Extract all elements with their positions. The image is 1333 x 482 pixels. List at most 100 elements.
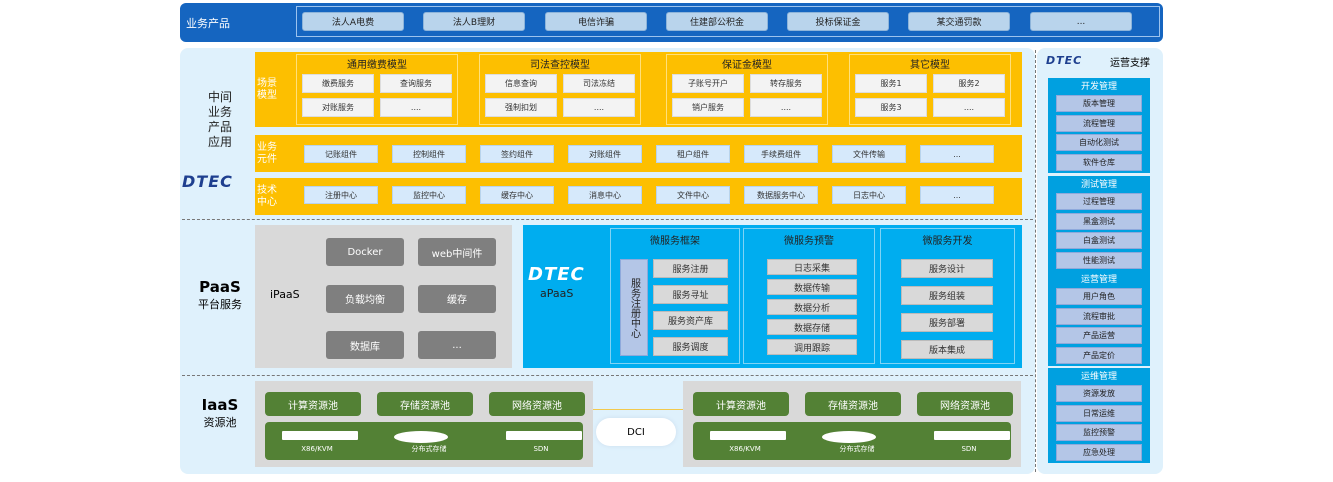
iaas-label: IaaS 资源池 (195, 396, 245, 430)
scene-model-label: 场景模型 (257, 78, 277, 101)
framework-item: 服务注册 (653, 259, 728, 278)
dev-item: 服务设计 (901, 259, 993, 278)
dtec-logo: DTEC (1046, 54, 1083, 67)
ops-item: 日常运维 (1056, 404, 1142, 422)
ipaas-item: web中间件 (418, 238, 496, 266)
components-item: 记账组件 (304, 145, 378, 163)
scene-item: 信息查询 (485, 74, 557, 93)
iaas-title: IaaS (201, 396, 239, 414)
scene-item: .... (933, 98, 1005, 117)
scene-item: 服务2 (933, 74, 1005, 93)
ops-item: 用户角色 (1056, 288, 1142, 305)
product-item: 电信诈骗 (545, 12, 647, 31)
framework-item: 服务调度 (653, 337, 728, 356)
ops-item: 流程审批 (1056, 307, 1142, 325)
apaas-column-title: 微服务框架 (650, 235, 700, 247)
ops-section: 开发管理 版本管理 流程管理 自动化测试 软件仓库 (1048, 78, 1150, 173)
scene-item: 子账号开户 (672, 74, 744, 93)
tech-item: 缓存中心 (480, 186, 554, 204)
alert-item: 调用跟踪 (767, 339, 857, 355)
alert-item: 日志采集 (767, 259, 857, 275)
ops-item: 黑盒测试 (1056, 212, 1142, 230)
scene-item: .... (563, 98, 635, 117)
ops-item: 产品运营 (1056, 327, 1142, 344)
ipaas-label: iPaaS (270, 288, 300, 301)
middle-label-line: 产品 (207, 120, 232, 134)
scene-group-title: 其它模型 (910, 59, 950, 71)
hardware-label: 分布式存储 (411, 445, 447, 453)
product-item: 住建部公积金 (666, 12, 768, 31)
resource-pool: 存储资源池 (377, 392, 473, 416)
ops-item: 白盒测试 (1056, 232, 1142, 249)
ipaas-item: 数据库 (326, 331, 404, 359)
scene-item: 服务1 (855, 74, 927, 93)
dev-item: 服务组装 (901, 286, 993, 305)
ipaas-item: Docker (326, 238, 404, 266)
server-icon (710, 431, 786, 440)
hardware-label: SDN (961, 445, 977, 453)
alert-item: 数据传输 (767, 279, 857, 295)
storage-icon (394, 431, 448, 443)
middle-label-line: 应用 (207, 135, 232, 149)
components-label: 业务元件 (257, 142, 277, 165)
components-item: 租户组件 (656, 145, 730, 163)
ipaas-item: 负载均衡 (326, 284, 404, 313)
business-products-label: 业务产品 (186, 17, 230, 30)
scene-item: 强制扣划 (485, 98, 557, 117)
iaas-subtitle: 资源池 (203, 416, 237, 429)
ops-section-title: 测试管理 (1080, 180, 1117, 190)
ops-section-title: 运营管理 (1080, 275, 1117, 285)
scene-item: 司法冻结 (563, 74, 635, 93)
ops-section: 运维管理 资源发放 日常运维 监控预警 应急处理 (1048, 368, 1150, 463)
ops-item: 自动化测试 (1056, 134, 1142, 151)
scene-item: 缴费服务 (302, 74, 374, 93)
ops-item: 产品定价 (1056, 346, 1142, 364)
scene-item: 对账服务 (302, 98, 374, 117)
switch-icon (934, 431, 1010, 440)
service-registry-center: 服务注册中心 (620, 259, 648, 356)
product-item: 投标保证金 (787, 12, 889, 31)
scene-group-title: 通用缴费模型 (347, 59, 407, 71)
tech-item: 日志中心 (832, 186, 906, 204)
scene-group-title: 保证金模型 (722, 59, 772, 71)
paas-subtitle: 平台服务 (198, 298, 242, 311)
resource-pool: 存储资源池 (805, 392, 901, 416)
dci-cloud: DCI (596, 418, 676, 446)
scene-item: 查询服务 (380, 74, 452, 93)
server-icon (282, 431, 358, 440)
scene-item: 销户服务 (672, 98, 744, 117)
ops-item: 资源发放 (1056, 385, 1142, 402)
apaas-column-title: 微服务开发 (922, 235, 973, 247)
ipaas-item: ... (418, 331, 496, 359)
ops-item: 性能测试 (1056, 251, 1142, 269)
ops-section: 运营管理用户角色流程审批产品运营产品定价 (1048, 271, 1150, 366)
hardware-label: X86/KVM (301, 445, 333, 453)
components-item: 手续费组件 (744, 145, 818, 163)
business-products-frame (296, 6, 1160, 37)
dtec-logo: DTEC (528, 264, 585, 285)
tech-item: 文件中心 (656, 186, 730, 204)
apaas-label: aPaaS (540, 287, 574, 300)
framework-item: 服务寻址 (653, 285, 728, 304)
resource-pool: 计算资源池 (265, 392, 361, 416)
components-item: 对账组件 (568, 145, 642, 163)
product-item: ... (1030, 12, 1132, 31)
product-item: 法人A电费 (302, 12, 404, 31)
product-item: 某交通罚款 (908, 12, 1010, 31)
ops-section-title: 运维管理 (1080, 372, 1117, 382)
paas-title: PaaS (199, 278, 241, 296)
components-item: 控制组件 (392, 145, 466, 163)
alert-item: 数据分析 (767, 299, 857, 315)
storage-icon (822, 431, 876, 443)
vertical-divider (1035, 50, 1036, 472)
middle-label: 中间 业务 产品 应用 (205, 90, 235, 150)
hardware-label: 分布式存储 (839, 445, 875, 453)
middle-label-line: 业务 (207, 105, 232, 119)
ops-section-title: 开发管理 (1080, 82, 1117, 92)
middle-label-line: 中间 (207, 90, 232, 104)
tech-center-label: 技术中心 (257, 185, 277, 208)
dev-item: 版本集成 (901, 340, 993, 359)
components-item: 文件传输 (832, 145, 906, 163)
resource-pool: 计算资源池 (693, 392, 789, 416)
tech-item: 数据服务中心 (744, 186, 818, 204)
